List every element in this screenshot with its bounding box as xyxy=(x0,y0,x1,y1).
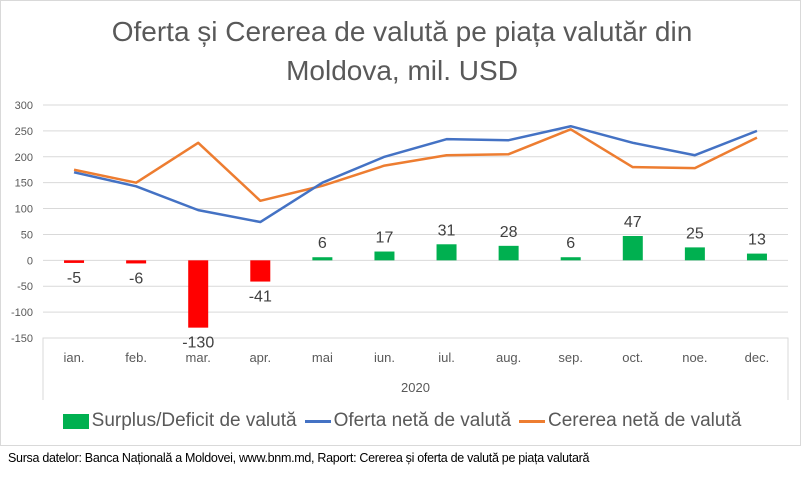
x-tick-label: feb. xyxy=(125,350,147,365)
bar xyxy=(684,247,705,261)
data-label: 47 xyxy=(624,214,642,231)
data-label: 13 xyxy=(748,232,766,249)
data-label: 6 xyxy=(318,235,327,252)
legend-item-oferta: Oferta netă de valută xyxy=(304,410,512,432)
legend-label-cererea: Cererea netă de valută xyxy=(548,410,742,431)
x-tick-label: oct. xyxy=(622,350,643,365)
bar xyxy=(126,260,147,264)
data-label: -6 xyxy=(129,270,143,287)
data-label: 28 xyxy=(500,224,518,241)
category-axis-box xyxy=(42,337,789,400)
x-tick-label: mai xyxy=(312,350,333,365)
x-tick-label: mar. xyxy=(186,350,211,365)
y-tick-label: 150 xyxy=(15,178,33,190)
bar xyxy=(746,253,767,261)
bar xyxy=(312,257,333,261)
x-tick-label: sep. xyxy=(558,350,583,365)
legend-label-surplus: Surplus/Deficit de valută xyxy=(91,410,297,431)
chart-title: Oferta și Cererea de valută pe piața val… xyxy=(0,12,804,90)
chart-title-line-1: Oferta și Cererea de valută pe piața val… xyxy=(111,16,693,47)
data-label: 6 xyxy=(566,235,575,252)
legend-label-oferta: Oferta netă de valută xyxy=(333,410,512,431)
data-label: 25 xyxy=(686,225,704,242)
category-group-label: 2020 xyxy=(401,380,430,395)
data-label: 17 xyxy=(376,230,394,247)
y-tick-label: 300 xyxy=(15,100,33,112)
x-tick-label: aug. xyxy=(496,350,521,365)
y-tick-label: 200 xyxy=(15,152,33,164)
source-note: Sursa datelor: Banca Națională a Moldove… xyxy=(8,451,590,465)
x-tick-label: ian. xyxy=(64,350,85,365)
chart-title-line-2: Moldova, mil. USD xyxy=(286,55,518,86)
legend-item-cererea: Cererea netă de valută xyxy=(519,410,741,432)
y-tick-label: 50 xyxy=(21,229,33,241)
bar xyxy=(436,244,457,261)
legend-swatch-oferta xyxy=(304,419,331,423)
bar xyxy=(560,257,581,261)
data-label: 31 xyxy=(438,222,456,239)
y-tick-label: 250 xyxy=(15,126,33,138)
y-tick-label: -50 xyxy=(17,281,33,293)
data-label: -5 xyxy=(67,270,81,287)
series-line-cererea xyxy=(73,128,758,203)
x-tick-label: apr. xyxy=(249,350,271,365)
y-tick-label: -150 xyxy=(11,333,33,345)
y-tick-label: 100 xyxy=(15,204,33,216)
x-tick-label: iul. xyxy=(438,350,455,365)
bar xyxy=(374,251,395,261)
legend: Surplus/Deficit de valută Oferta netă de… xyxy=(0,410,804,432)
x-tick-label: noe. xyxy=(682,350,707,365)
legend-swatch-surplus xyxy=(62,413,89,429)
bar xyxy=(64,260,85,263)
y-tick-label: -100 xyxy=(11,307,33,319)
data-label: -41 xyxy=(249,289,272,306)
bar xyxy=(622,235,643,261)
x-tick-label: dec. xyxy=(745,350,770,365)
legend-item-surplus: Surplus/Deficit de valută xyxy=(62,410,297,432)
chart-frame xyxy=(0,0,801,446)
bar xyxy=(498,245,519,261)
chart-plot: 300 250 200 150 100 50 0 -50 -100 -150 ian. feb. mar… xyxy=(11,100,789,400)
legend-swatch-cererea xyxy=(519,419,546,423)
x-tick-label: iun. xyxy=(374,350,395,365)
bar xyxy=(188,260,209,328)
bar xyxy=(250,260,271,282)
data-label: -130 xyxy=(182,335,214,352)
y-tick-label: 0 xyxy=(27,255,33,267)
series-line-oferta xyxy=(73,124,758,224)
